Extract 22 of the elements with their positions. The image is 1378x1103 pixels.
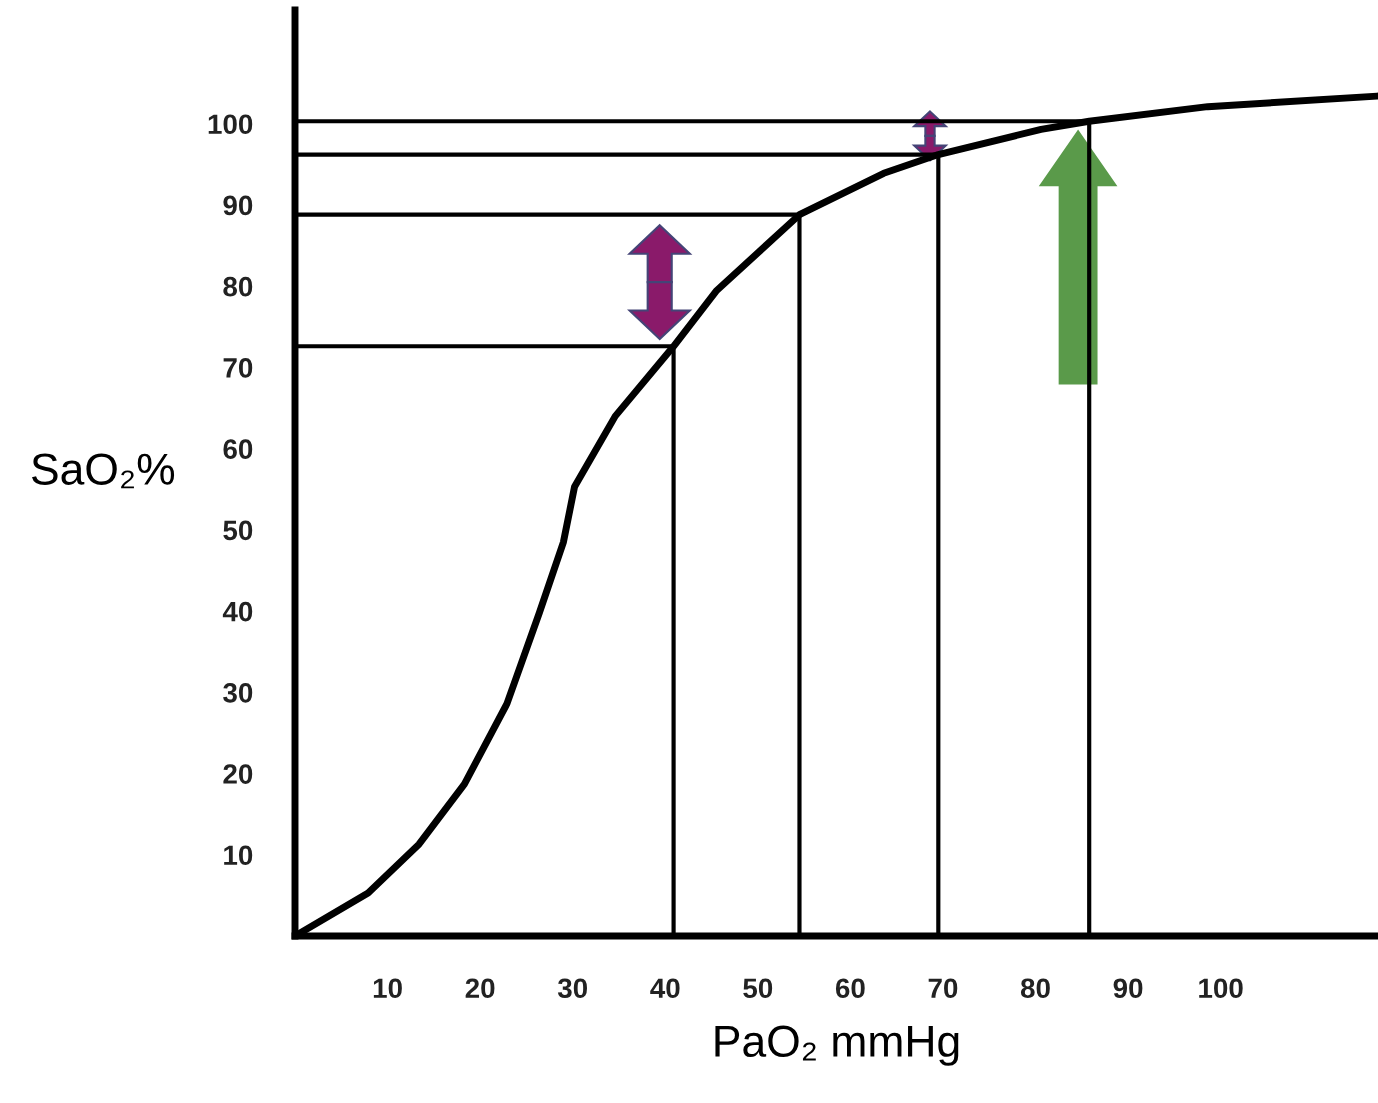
y-tick-label: 100 — [208, 114, 253, 135]
y-tick-label: 70 — [223, 358, 253, 378]
x-tick-label: 70 — [928, 978, 958, 999]
x-tick-label: 20 — [465, 978, 495, 999]
x-tick-label: 50 — [743, 978, 773, 999]
x-tick-label: 40 — [650, 978, 680, 999]
y-tick-label: 60 — [223, 439, 253, 459]
y-tick-label: 80 — [223, 276, 253, 297]
y-tick-label: 90 — [223, 195, 253, 216]
y-tick-label: 40 — [222, 601, 253, 622]
x-tick-label: 30 — [557, 978, 587, 999]
y-tick-label: 10 — [224, 845, 253, 866]
x-tick-label: 60 — [835, 978, 865, 999]
y-tick-label: 20 — [223, 764, 253, 784]
x-axis-title: PaO₂ mmHg — [715, 1025, 959, 1066]
y-tick-label: 30 — [223, 682, 253, 703]
x-tick-label: 90 — [1113, 978, 1143, 999]
y-axis-title: SaO₂% — [32, 453, 175, 489]
x-tick-label: 100 — [1199, 978, 1243, 999]
y-tick-label: 50 — [223, 520, 253, 541]
x-tick-label: 80 — [1020, 978, 1050, 999]
x-tick-label: 10 — [373, 978, 402, 999]
